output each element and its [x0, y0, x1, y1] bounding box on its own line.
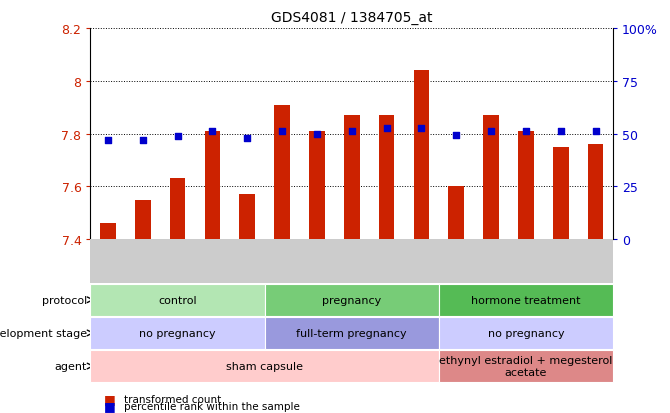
Text: hormone treatment: hormone treatment	[471, 295, 581, 305]
Bar	[309, 132, 325, 240]
Bar	[588, 145, 604, 240]
Bar	[100, 224, 116, 240]
Text: control: control	[158, 295, 197, 305]
Point	[416, 126, 427, 132]
Bar	[239, 195, 255, 240]
Point	[555, 129, 566, 135]
Point	[451, 133, 462, 139]
Bar	[483, 116, 499, 240]
Text: no pregnancy: no pregnancy	[139, 328, 216, 338]
Bar	[204, 132, 220, 240]
Bar	[553, 147, 569, 240]
Bar	[518, 132, 534, 240]
Bar	[413, 71, 429, 240]
Point	[346, 128, 357, 135]
Bar	[379, 116, 395, 240]
Text: pregnancy: pregnancy	[322, 295, 381, 305]
Point	[242, 135, 253, 142]
Text: ■: ■	[104, 392, 116, 405]
Text: ■: ■	[104, 399, 116, 413]
Text: agent: agent	[55, 361, 87, 371]
Point	[486, 129, 496, 135]
Point	[277, 128, 287, 135]
Point	[521, 129, 531, 135]
Point	[590, 129, 601, 135]
Point	[103, 138, 113, 144]
Point	[207, 128, 218, 135]
Bar	[448, 187, 464, 240]
Text: percentile rank within the sample: percentile rank within the sample	[124, 401, 300, 411]
Text: transformed count: transformed count	[124, 394, 221, 404]
Point	[381, 126, 392, 132]
Text: no pregnancy: no pregnancy	[488, 328, 564, 338]
Bar	[170, 179, 186, 240]
Point	[312, 131, 322, 138]
Point	[172, 133, 183, 140]
Point	[137, 138, 148, 144]
Text: ethynyl estradiol + megesterol
acetate: ethynyl estradiol + megesterol acetate	[440, 355, 612, 377]
Text: sham capsule: sham capsule	[226, 361, 303, 371]
Bar	[274, 105, 290, 240]
Text: protocol: protocol	[42, 295, 87, 305]
Bar	[344, 116, 360, 240]
Text: development stage: development stage	[0, 328, 87, 338]
Bar	[135, 200, 151, 240]
Title: GDS4081 / 1384705_at: GDS4081 / 1384705_at	[271, 11, 433, 25]
Text: full-term pregnancy: full-term pregnancy	[296, 328, 407, 338]
